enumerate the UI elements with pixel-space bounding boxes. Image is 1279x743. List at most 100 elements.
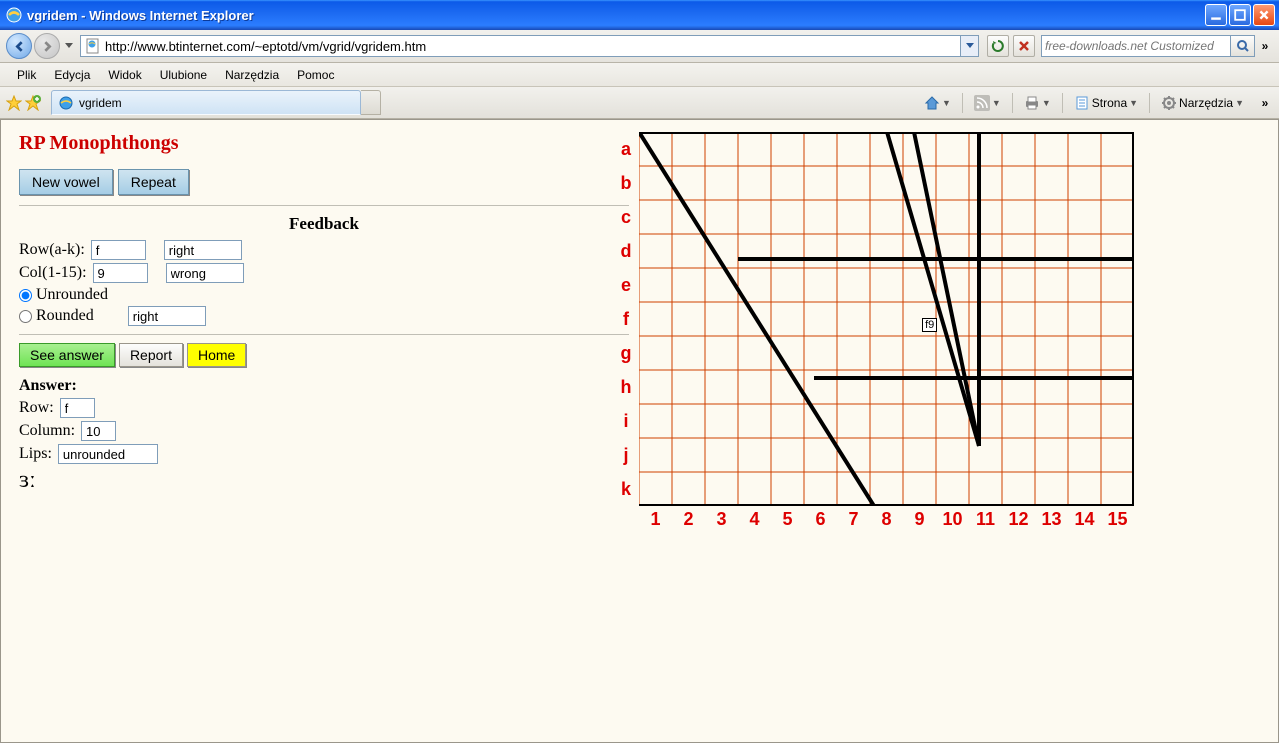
window-titlebar: vgridem - Windows Internet Explorer <box>0 0 1279 30</box>
grid-col-label: 2 <box>672 509 705 530</box>
grid-col-label: 4 <box>738 509 771 530</box>
repeat-button[interactable]: Repeat <box>118 169 189 195</box>
grid-row-label: j <box>617 438 635 472</box>
grid-col-label: 8 <box>870 509 903 530</box>
menu-item-view[interactable]: Widok <box>99 65 150 85</box>
page-menu-label: Strona <box>1092 96 1127 110</box>
ie-page-icon <box>58 95 74 111</box>
feeds-button[interactable]: ▼ <box>969 92 1006 114</box>
window-title: vgridem - Windows Internet Explorer <box>27 8 1205 23</box>
col-input[interactable] <box>93 263 148 283</box>
grid-col-label: 7 <box>837 509 870 530</box>
unrounded-radio[interactable] <box>19 289 32 302</box>
search-box[interactable] <box>1041 35 1231 57</box>
new-tab-button[interactable] <box>361 90 381 115</box>
rounded-label[interactable]: Rounded <box>36 307 94 325</box>
grid-col-label: 14 <box>1068 509 1101 530</box>
grid-col-label: 11 <box>969 509 1002 530</box>
see-answer-button[interactable]: See answer <box>19 343 115 367</box>
home-button[interactable]: ▼ <box>919 92 956 114</box>
home-link-button[interactable]: Home <box>187 343 246 367</box>
menu-item-favorites[interactable]: Ulubione <box>151 65 216 85</box>
minimize-button[interactable] <box>1205 4 1227 26</box>
ipa-symbol: ɜː <box>19 467 629 494</box>
address-bar[interactable] <box>80 35 961 57</box>
rss-icon <box>974 95 990 111</box>
rounding-result <box>128 306 206 326</box>
page-menu-button[interactable]: Strona ▼ <box>1069 92 1143 114</box>
page-content: RP Monophthongs New vowel Repeat Feedbac… <box>0 119 1279 743</box>
grid-row-label: b <box>617 166 635 200</box>
add-favorite-icon[interactable] <box>25 95 41 111</box>
answer-col-label: Column: <box>19 422 75 440</box>
answer-lips-value <box>58 444 158 464</box>
feedback-heading: Feedback <box>19 214 629 234</box>
menu-item-edit[interactable]: Edycja <box>45 65 99 85</box>
maximize-button[interactable] <box>1229 4 1251 26</box>
page-menu-icon <box>1074 95 1090 111</box>
answer-row-label: Row: <box>19 399 54 417</box>
toolbar-overflow[interactable]: » <box>1257 39 1273 53</box>
unrounded-label[interactable]: Unrounded <box>36 286 108 304</box>
toolbar-overflow-2[interactable]: » <box>1257 96 1273 110</box>
print-button[interactable]: ▼ <box>1019 92 1056 114</box>
page-title: RP Monophthongs <box>19 132 629 155</box>
grid-col-label: 13 <box>1035 509 1068 530</box>
grid-col-label: 6 <box>804 509 837 530</box>
col-result <box>166 263 244 283</box>
menu-item-file[interactable]: Plik <box>8 65 45 85</box>
menu-item-tools[interactable]: Narzędzia <box>216 65 288 85</box>
close-button[interactable] <box>1253 4 1275 26</box>
vowel-grid-chart: abcdefghijk 123456789101112131415 f9 <box>639 132 1134 506</box>
separator <box>19 205 629 206</box>
answer-col-value <box>81 421 116 441</box>
row-input[interactable] <box>91 240 146 260</box>
forward-button[interactable] <box>34 33 60 59</box>
grid-row-label: e <box>617 268 635 302</box>
browser-tab[interactable]: vgridem <box>51 90 361 115</box>
back-button[interactable] <box>6 33 32 59</box>
page-icon <box>85 38 101 54</box>
answer-row-value <box>60 398 95 418</box>
grid-row-label: f <box>617 302 635 336</box>
new-vowel-button[interactable]: New vowel <box>19 169 113 195</box>
col-label: Col(1-15): <box>19 264 87 282</box>
grid-marker: f9 <box>922 318 937 332</box>
menu-item-help[interactable]: Pomoc <box>288 65 343 85</box>
favorites-star-icon[interactable] <box>6 95 22 111</box>
row-label: Row(a-k): <box>19 241 85 259</box>
row-result <box>164 240 242 260</box>
ie-icon <box>6 7 22 23</box>
answer-lips-label: Lips: <box>19 445 52 463</box>
tools-menu-button[interactable]: Narzędzia ▼ <box>1156 92 1249 114</box>
refresh-button[interactable] <box>987 35 1009 57</box>
grid-svg <box>639 132 1134 506</box>
grid-row-label: g <box>617 336 635 370</box>
grid-row-label: h <box>617 370 635 404</box>
tools-menu-label: Narzędzia <box>1179 96 1233 110</box>
grid-col-label: 3 <box>705 509 738 530</box>
search-input[interactable] <box>1045 39 1227 53</box>
report-button[interactable]: Report <box>119 343 183 367</box>
grid-col-label: 1 <box>639 509 672 530</box>
stop-button[interactable] <box>1013 35 1035 57</box>
grid-col-label: 5 <box>771 509 804 530</box>
grid-col-label: 10 <box>936 509 969 530</box>
grid-col-label: 12 <box>1002 509 1035 530</box>
tab-title: vgridem <box>79 96 122 110</box>
separator-2 <box>19 334 629 335</box>
grid-row-label: i <box>617 404 635 438</box>
rounded-radio[interactable] <box>19 310 32 323</box>
nav-toolbar: » <box>0 30 1279 63</box>
search-button[interactable] <box>1231 35 1255 57</box>
grid-col-label: 15 <box>1101 509 1134 530</box>
answer-heading: Answer: <box>19 377 77 394</box>
printer-icon <box>1024 95 1040 111</box>
grid-row-label: a <box>617 132 635 166</box>
address-dropdown[interactable] <box>961 35 979 57</box>
nav-history-dropdown[interactable] <box>62 33 76 59</box>
home-icon <box>924 95 940 111</box>
url-input[interactable] <box>105 39 956 54</box>
grid-row-label: k <box>617 472 635 506</box>
grid-col-label: 9 <box>903 509 936 530</box>
